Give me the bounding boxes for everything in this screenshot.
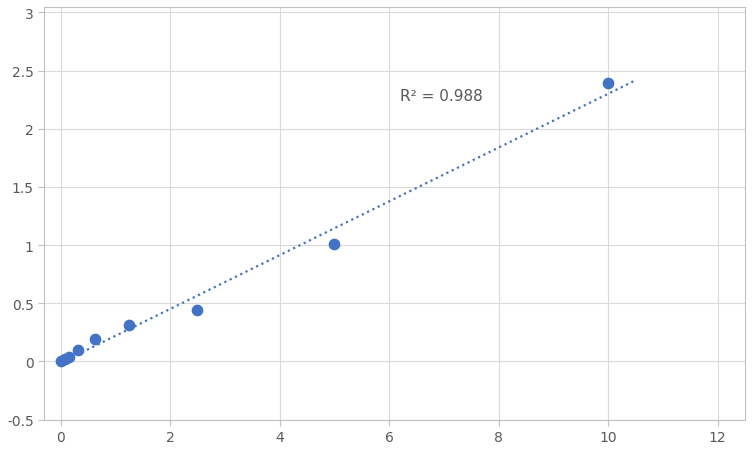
Point bbox=[89, 336, 101, 343]
Point bbox=[63, 354, 75, 361]
Point bbox=[329, 241, 341, 248]
Point bbox=[55, 358, 67, 365]
Point bbox=[192, 307, 204, 314]
Point bbox=[59, 356, 71, 363]
Point bbox=[123, 322, 135, 329]
Text: R² = 0.988: R² = 0.988 bbox=[400, 88, 483, 103]
Point bbox=[71, 346, 83, 354]
Point bbox=[602, 81, 614, 88]
